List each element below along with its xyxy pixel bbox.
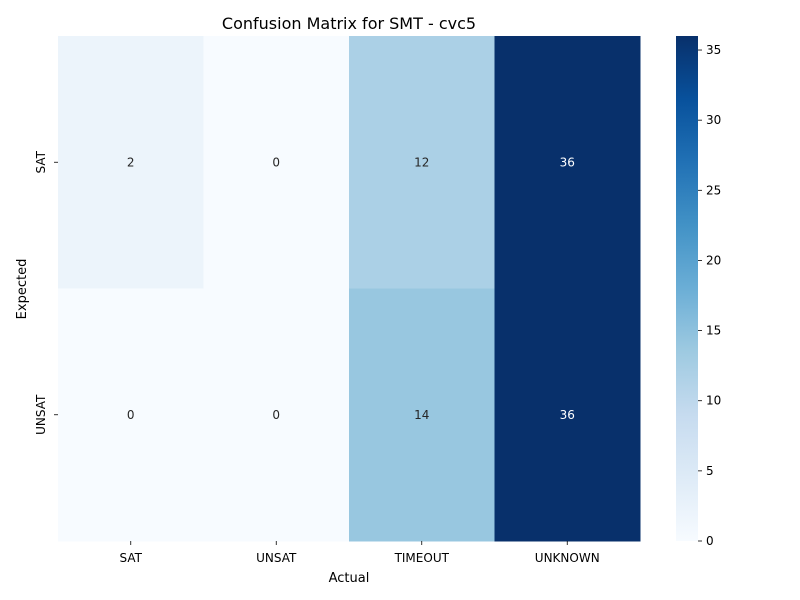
x-tick-label: SAT — [120, 551, 143, 565]
colorbar-tick-label: 30 — [706, 113, 721, 127]
cell-value-label: 12 — [414, 155, 429, 169]
colorbar-tick-label: 5 — [706, 464, 714, 478]
heatmap-cell — [494, 36, 641, 289]
x-axis-ticks: SAT UNSAT TIMEOUT UNKNOWN — [120, 541, 600, 565]
heatmap-cell — [58, 288, 204, 542]
y-axis-label: Expected — [15, 259, 30, 320]
x-tick-label: UNKNOWN — [535, 551, 600, 565]
cell-value-label: 2 — [127, 155, 135, 169]
cell-value-label: 36 — [560, 155, 575, 169]
chart-title: Confusion Matrix for SMT - cvc5 — [222, 14, 476, 33]
colorbar-tick-label: 15 — [706, 324, 721, 338]
heatmap-cell — [494, 288, 641, 542]
x-tick-label: UNSAT — [256, 551, 297, 565]
x-tick-label: TIMEOUT — [394, 551, 450, 565]
cell-value-label: 36 — [560, 408, 575, 422]
colorbar — [676, 36, 698, 541]
colorbar-tick-label: 25 — [706, 183, 721, 197]
cell-value-label: 0 — [127, 408, 135, 422]
colorbar-ticks: 0 5 10 15 20 25 30 35 — [698, 43, 721, 548]
heatmap-cell — [203, 36, 350, 289]
cell-value-label: 14 — [414, 408, 429, 422]
heatmap-cell — [203, 288, 350, 542]
colorbar-tick-label: 0 — [706, 534, 714, 548]
colorbar-tick-label: 10 — [706, 394, 721, 408]
y-axis-ticks: SAT UNSAT — [34, 150, 58, 435]
y-tick-label: SAT — [34, 150, 48, 173]
colorbar-tick-label: 20 — [706, 253, 721, 267]
heatmap-cell — [58, 36, 204, 289]
cell-value-label: 0 — [272, 408, 280, 422]
heatmap-cells — [58, 36, 641, 542]
y-tick-label: UNSAT — [34, 394, 48, 435]
heatmap-cell — [349, 288, 495, 542]
colorbar-tick-label: 35 — [706, 43, 721, 57]
cell-value-label: 0 — [272, 155, 280, 169]
heatmap-annotations: 2 0 12 36 0 0 14 36 — [127, 155, 575, 422]
x-axis-label: Actual — [329, 571, 370, 586]
heatmap-cell — [349, 36, 495, 289]
